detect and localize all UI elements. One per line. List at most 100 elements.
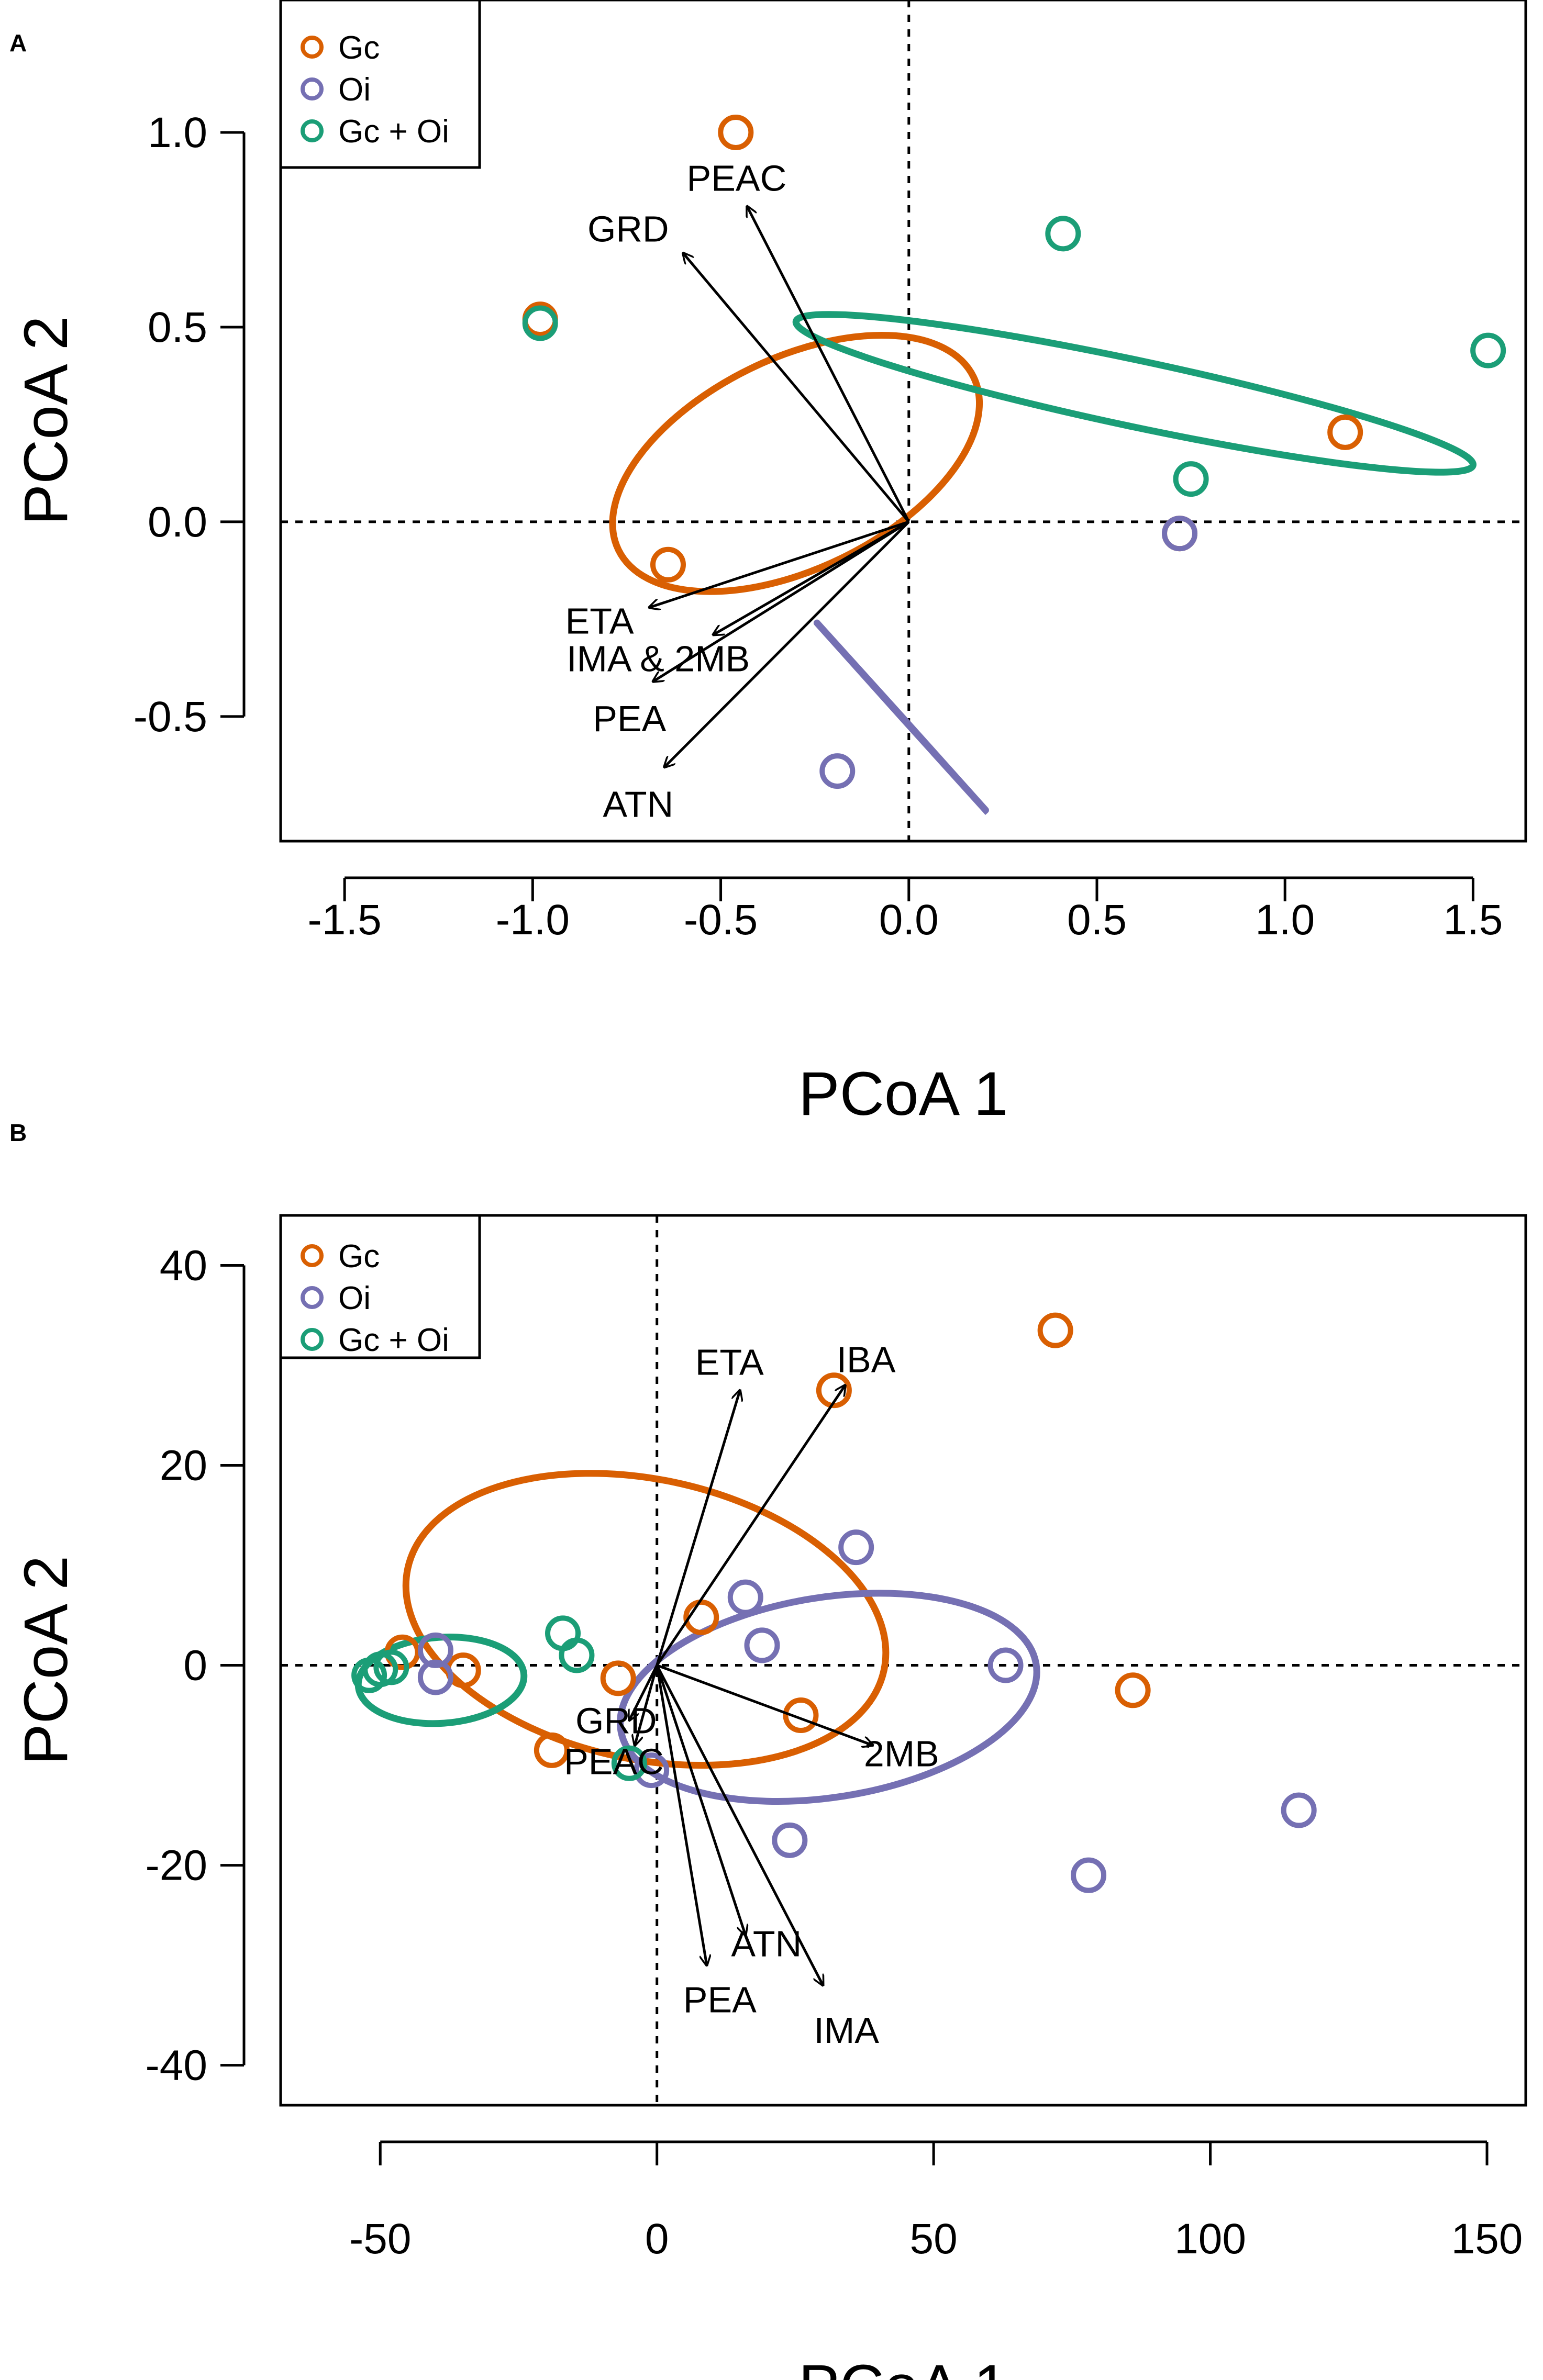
panel-b-vector-label-iba: IBA — [837, 1339, 896, 1380]
panel-a-vector-label-atn: ATN — [603, 784, 673, 825]
panel-b-point-gc — [683, 1599, 719, 1635]
panel-b-x-axis-title: PCoA 1 — [798, 2352, 1008, 2380]
panel-a-y-tick-label: -0.5 — [134, 693, 207, 741]
panel-a-legend-label-gc-oi: Gc + Oi — [338, 114, 449, 150]
panel-b-point-gc-oi — [373, 1649, 409, 1685]
panel-b-vector-grd — [629, 1664, 658, 1720]
panel-a-vector-pea — [653, 520, 910, 681]
panel-a-vector-peac — [747, 206, 911, 523]
panel-b-point-gc-oi — [351, 1657, 387, 1693]
panel-b-vector-label-pea: PEA — [683, 1980, 757, 2020]
panel-b-y-tick-label: 20 — [160, 1442, 207, 1490]
panel-a-point-gc — [1327, 414, 1363, 450]
panel-a-y-tick-label: 0.5 — [148, 304, 207, 351]
panel-a-vector-label-peac: PEAC — [687, 158, 787, 198]
panel-b-point-gc-oi — [559, 1637, 595, 1673]
panel-a-legend-label-gc: Gc — [338, 30, 380, 66]
panel-a-x-tick-label: -1.0 — [496, 896, 570, 944]
panel-b-point-gc-oi — [611, 1745, 647, 1781]
panel-b-legend-marker-gc-oi — [301, 1328, 324, 1351]
panel-b-x-tick-label: 100 — [1174, 2215, 1246, 2263]
panel-b-point-oi — [727, 1579, 763, 1615]
panel-a-legend-marker-gc-oi — [301, 119, 324, 142]
panel-a-x-tick-label: 0.5 — [1067, 896, 1127, 944]
panel-b-y-tick-label: -40 — [145, 2042, 207, 2090]
panel-b-point-oi — [772, 1822, 808, 1858]
panel-a-y-tick-label: 1.0 — [148, 109, 207, 157]
panel-a-letter: A — [9, 29, 27, 57]
panel-b-y-axis-title: PCoA 2 — [12, 1556, 81, 1765]
panel-b-point-gc — [534, 1732, 570, 1768]
panel-b: B -50 0 50 100 150 -40 -20 0 20 40 PCoA 1 PCoA 2 ETA I… — [9, 1119, 1527, 2380]
panel-a-x-tick-label: 1.0 — [1255, 896, 1315, 944]
panel-b-point-oi — [744, 1627, 780, 1663]
panel-a-y-tick-label: 0.0 — [148, 498, 207, 546]
panel-b-point-oi — [634, 1752, 670, 1789]
panel-b-vector-atn — [656, 1664, 746, 1936]
panel-b-legend-label-gc: Gc — [338, 1238, 380, 1275]
panel-a-ellipse-gc — [609, 332, 983, 595]
panel-b-letter: B — [9, 1119, 27, 1146]
panel-b-plot-frame — [279, 1214, 1527, 2107]
panel-a: A -1.5 -1.0 -0.5 0.0 0.5 1.0 1.5 -0.5 0.0 0.5 1.0 PC… — [9, 0, 1527, 1128]
panel-b-vector-label-eta: ETA — [695, 1342, 764, 1382]
panel-b-point-gc — [600, 1660, 636, 1696]
panel-a-point-gc-oi — [522, 305, 558, 341]
panel-b-vector-peac — [635, 1664, 659, 1746]
panel-b-vector-2mb — [656, 1664, 873, 1746]
panel-b-vector-pea — [656, 1665, 707, 1965]
panel-b-point-oi — [417, 1632, 453, 1668]
panel-b-vector-label-grd: GRD — [575, 1701, 657, 1741]
panel-a-legend-marker-oi — [301, 77, 324, 100]
panel-a-plot-frame — [279, 0, 1527, 843]
panel-b-ellipse-oi — [617, 1590, 1040, 1805]
panel-b-x-tick-label: 0 — [645, 2215, 669, 2263]
panel-a-ellipse-oi — [813, 619, 989, 814]
panel-a-vector-atn — [664, 521, 910, 767]
panel-a-x-tick-label: 1.5 — [1443, 896, 1503, 944]
panel-a-vector-label-grd: GRD — [587, 209, 669, 250]
panel-b-legend-label-oi: Oi — [338, 1280, 371, 1316]
panel-b-y-tick-label: 40 — [160, 1242, 207, 1290]
panel-b-vector-label-2mb: 2MB — [864, 1733, 939, 1774]
panel-a-x-tick-label: -1.5 — [307, 896, 381, 944]
panel-a-legend-label-oi: Oi — [338, 72, 371, 108]
panel-a-legend-marker-gc — [301, 36, 324, 59]
panel-b-legend-label-gc-oi: Gc + Oi — [338, 1322, 449, 1358]
panel-b-point-gc-oi — [545, 1615, 581, 1651]
panel-b-x-tick-label: 50 — [910, 2215, 958, 2263]
panel-a-point-oi — [819, 753, 856, 789]
panel-b-point-oi — [1281, 1792, 1317, 1828]
panel-a-x-tick-label: -0.5 — [684, 896, 758, 944]
panel-b-legend-marker-gc — [301, 1244, 324, 1267]
panel-a-y-axis-title: PCoA 2 — [12, 316, 81, 525]
panel-a-point-gc — [718, 114, 754, 150]
panel-b-point-oi — [417, 1659, 453, 1695]
panel-b-vector-iba — [656, 1385, 845, 1666]
panel-b-point-gc — [1115, 1672, 1151, 1708]
panel-a-point-gc-oi — [1470, 332, 1506, 368]
panel-a-vector-eta — [649, 520, 909, 608]
panel-b-vector-ima — [656, 1664, 823, 1985]
panel-b-y-tick-label: -20 — [145, 1842, 207, 1890]
panel-b-point-gc — [1037, 1312, 1073, 1348]
panel-b-point-gc — [816, 1372, 852, 1409]
panel-a-vector-grd — [683, 253, 910, 523]
panel-b-vector-eta — [656, 1390, 740, 1666]
panel-b-point-oi — [987, 1647, 1024, 1683]
panel-a-ellipse-gc-oi — [792, 311, 1477, 476]
panel-b-vector-label-atn: ATN — [731, 1923, 802, 1964]
panel-a-vector-label-eta: ETA — [565, 601, 634, 642]
panel-a-point-gc-oi — [1173, 461, 1209, 497]
panel-a-point-oi — [1162, 516, 1198, 552]
panel-b-x-tick-label: 150 — [1451, 2215, 1523, 2263]
panel-a-x-axis-title: PCoA 1 — [798, 1059, 1008, 1128]
panel-b-legend-marker-oi — [301, 1286, 324, 1309]
panel-b-vector-label-peac: PEAC — [564, 1741, 664, 1782]
panel-b-y-tick-label: 0 — [183, 1642, 207, 1690]
panel-b-point-gc — [783, 1697, 819, 1734]
panel-a-point-gc — [650, 546, 686, 583]
panel-a-vector-label-ima-2mb: IMA & 2MB — [567, 639, 750, 679]
panel-b-x-tick-label: -50 — [349, 2215, 412, 2263]
